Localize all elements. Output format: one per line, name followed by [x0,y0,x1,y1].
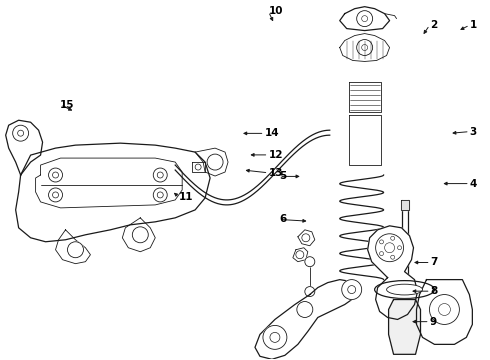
Ellipse shape [375,280,435,298]
Circle shape [49,188,63,202]
Circle shape [362,45,368,50]
Text: 13: 13 [269,168,283,178]
Polygon shape [55,230,91,264]
Text: 5: 5 [279,171,287,181]
Polygon shape [340,7,390,31]
Polygon shape [122,218,155,252]
Polygon shape [389,300,420,354]
Circle shape [297,302,313,318]
Text: 3: 3 [470,127,477,136]
Circle shape [429,294,460,324]
Circle shape [68,242,83,258]
Ellipse shape [387,284,422,295]
Polygon shape [349,82,381,112]
Text: 10: 10 [269,6,283,17]
Circle shape [52,192,58,198]
Circle shape [157,172,163,178]
Circle shape [305,287,315,297]
Polygon shape [340,33,390,62]
Text: 7: 7 [431,257,438,267]
Circle shape [391,236,394,240]
Circle shape [195,164,201,170]
Polygon shape [195,148,228,176]
Circle shape [376,234,404,262]
Circle shape [49,168,63,182]
Circle shape [397,246,401,250]
Text: 11: 11 [179,192,194,202]
Text: 9: 9 [430,317,437,327]
Circle shape [380,252,384,256]
Circle shape [348,285,356,293]
Circle shape [342,280,362,300]
Text: 4: 4 [470,179,477,189]
Circle shape [132,227,148,243]
Polygon shape [416,280,472,345]
Polygon shape [16,143,210,242]
Text: 8: 8 [431,286,438,296]
Polygon shape [255,280,358,359]
Circle shape [391,255,394,259]
Circle shape [296,251,304,259]
Text: 6: 6 [279,215,287,224]
Circle shape [385,243,394,253]
Circle shape [18,130,24,136]
Circle shape [357,40,372,55]
Text: 12: 12 [269,150,283,160]
Text: 14: 14 [265,129,279,138]
Polygon shape [349,115,381,165]
Circle shape [362,15,368,22]
Polygon shape [368,226,417,319]
Text: 15: 15 [60,100,75,110]
Text: 2: 2 [430,20,437,30]
Circle shape [13,125,28,141]
Polygon shape [400,200,409,210]
Circle shape [302,234,310,242]
Circle shape [153,168,167,182]
Circle shape [305,257,315,267]
Circle shape [157,192,163,198]
Polygon shape [6,120,43,175]
Circle shape [153,188,167,202]
Circle shape [263,325,287,349]
Circle shape [207,154,223,170]
Circle shape [270,332,280,342]
Text: 1: 1 [470,20,477,30]
Circle shape [380,240,384,244]
Circle shape [52,172,58,178]
Circle shape [439,303,450,315]
Circle shape [357,11,372,27]
